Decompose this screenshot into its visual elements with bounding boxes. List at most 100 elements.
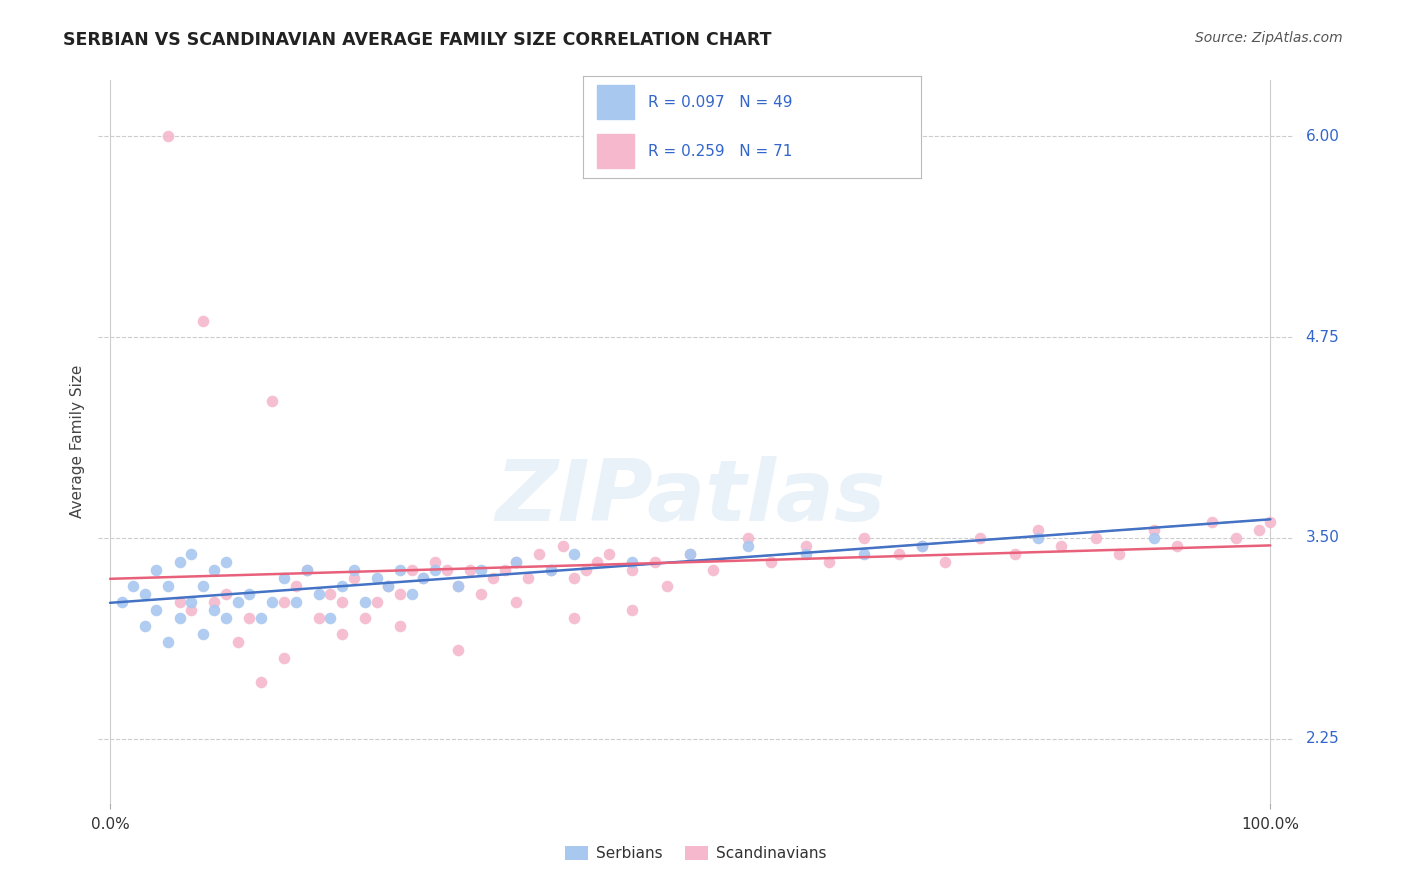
Bar [598, 85, 634, 119]
Point [1143, 531, 1166, 545]
Point [215, 587, 238, 601]
Point [191, 314, 214, 328]
Point [238, 611, 260, 625]
Point [794, 539, 817, 553]
Legend: Serbians, Scandinavians: Serbians, Scandinavians [560, 840, 832, 867]
Point [412, 571, 434, 585]
Point [134, 619, 156, 633]
Point [1050, 539, 1073, 553]
Point [853, 531, 876, 545]
Point [934, 555, 956, 569]
Point [761, 555, 783, 569]
Point [1085, 531, 1108, 545]
Point [204, 603, 226, 617]
Point [540, 563, 562, 577]
Point [1166, 539, 1188, 553]
Text: 3.50: 3.50 [1306, 531, 1340, 545]
Point [853, 547, 876, 561]
Point [111, 595, 134, 609]
Point [180, 547, 202, 561]
Text: SERBIAN VS SCANDINAVIAN AVERAGE FAMILY SIZE CORRELATION CHART: SERBIAN VS SCANDINAVIAN AVERAGE FAMILY S… [63, 31, 772, 49]
Point [529, 547, 551, 561]
Point [354, 611, 377, 625]
Point [319, 611, 342, 625]
Bar [598, 135, 634, 168]
Point [586, 555, 609, 569]
Point [308, 587, 330, 601]
Point [1026, 523, 1049, 537]
Point [215, 611, 238, 625]
Point [330, 627, 353, 641]
Point [423, 555, 446, 569]
Point [366, 595, 388, 609]
Point [818, 555, 841, 569]
Point [284, 579, 307, 593]
Point [562, 611, 585, 625]
Point [1026, 531, 1049, 545]
Point [343, 571, 366, 585]
Point [679, 547, 702, 561]
Point [157, 129, 180, 144]
Point [273, 595, 295, 609]
Point [505, 555, 527, 569]
Point [250, 675, 273, 690]
Text: 2.25: 2.25 [1306, 731, 1340, 746]
Point [204, 595, 226, 609]
Point [447, 643, 470, 657]
Text: 4.75: 4.75 [1306, 330, 1340, 344]
Point [1004, 547, 1026, 561]
Point [458, 563, 481, 577]
Point [911, 539, 934, 553]
Point [737, 531, 759, 545]
Point [377, 579, 399, 593]
Point [377, 579, 399, 593]
Point [134, 587, 156, 601]
Point [562, 571, 585, 585]
Point [621, 563, 644, 577]
Point [540, 563, 562, 577]
Point [412, 571, 434, 585]
Point [238, 587, 260, 601]
Point [215, 555, 238, 569]
Point [250, 611, 273, 625]
Point [354, 595, 377, 609]
Point [911, 539, 934, 553]
Point [1143, 523, 1166, 537]
Text: Source: ZipAtlas.com: Source: ZipAtlas.com [1195, 31, 1343, 45]
Point [436, 563, 458, 577]
Point [737, 539, 759, 553]
Point [702, 563, 724, 577]
Point [389, 619, 412, 633]
Point [330, 579, 353, 593]
Point [284, 595, 307, 609]
Point [621, 603, 644, 617]
Point [644, 555, 666, 569]
Point [447, 579, 470, 593]
Point [516, 571, 538, 585]
Point [575, 563, 598, 577]
Point [122, 579, 145, 593]
Point [330, 595, 353, 609]
Point [447, 579, 470, 593]
Point [562, 547, 585, 561]
Text: 6.00: 6.00 [1306, 129, 1340, 144]
Y-axis label: Average Family Size: Average Family Size [69, 365, 84, 518]
Point [145, 563, 167, 577]
Point [1108, 547, 1130, 561]
Point [262, 595, 284, 609]
Point [273, 651, 295, 665]
Point [679, 547, 702, 561]
Point [655, 579, 678, 593]
Point [262, 394, 284, 409]
Point [551, 539, 574, 553]
Point [169, 611, 191, 625]
Point [319, 587, 342, 601]
Point [389, 587, 412, 601]
Point [505, 555, 527, 569]
Point [482, 571, 505, 585]
Point [157, 635, 180, 649]
Point [494, 563, 516, 577]
Point [180, 595, 202, 609]
Point [389, 563, 412, 577]
Point [297, 563, 319, 577]
